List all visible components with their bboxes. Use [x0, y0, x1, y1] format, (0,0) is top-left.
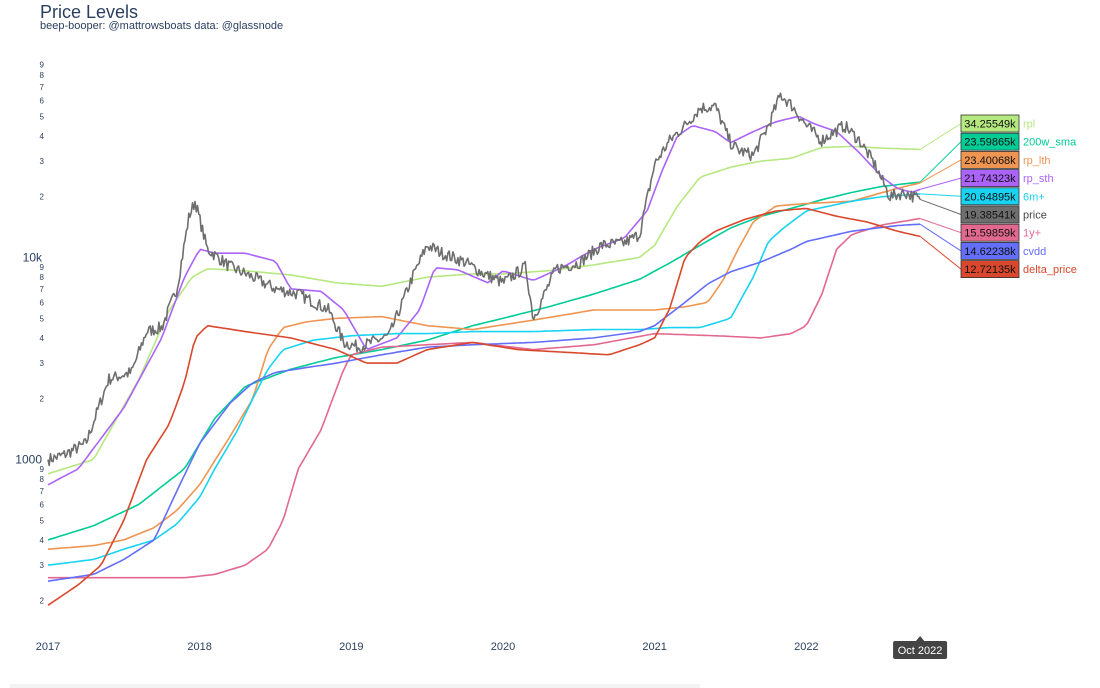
legend-value-badge — [960, 205, 1020, 224]
x-tick-label: 2017 — [36, 641, 60, 653]
y-tick-label: 2 — [40, 395, 45, 404]
hover-date-label: Oct 2022 — [898, 645, 943, 657]
chart-subtitle: beep-booper: @mattrowsboats data: @glass… — [40, 20, 284, 32]
legend-connector — [919, 236, 962, 270]
legend-value-badge — [960, 260, 1020, 279]
legend-value-text: 23.40068k — [964, 155, 1016, 167]
legend-value-badge — [960, 187, 1020, 206]
x-axis-ticks: 2017 2018 2019 2020 2021 2022 — [36, 641, 819, 653]
series-line-price — [47, 92, 921, 467]
y-tick-label: 2 — [40, 597, 45, 606]
legend-value-badge — [960, 241, 1020, 260]
y-tick-label: 6 — [40, 298, 45, 307]
legend-connector — [919, 218, 962, 234]
y-tick-label: 3 — [40, 561, 45, 570]
y-tick-label: 8 — [40, 475, 45, 484]
legend-series-name: rp_lth — [1023, 155, 1051, 167]
legend-value-text: 21.74323k — [964, 173, 1016, 185]
series-lines — [47, 92, 921, 606]
legend-item-200w_sma: 23.59865k 200w_sma — [919, 132, 1077, 183]
y-tick-label: 8 — [40, 71, 45, 80]
y-tick-label: 2 — [40, 193, 45, 202]
legend-series-name: 1y+ — [1023, 228, 1041, 240]
legend-item-rp_sth: 21.74323k rp_sth — [919, 169, 1054, 190]
legend-series-name: cvdd — [1023, 246, 1046, 258]
legend-value-badge — [960, 114, 1020, 133]
hover-label-box — [893, 641, 948, 659]
legend-value-text: 19.38541k — [964, 210, 1016, 222]
legend: 34.25549k rpl 23.59865k 200w_sma 23.40068k rp… — [919, 114, 1077, 279]
y-tick-label: 9 — [40, 61, 45, 70]
legend-value-badge — [960, 169, 1020, 188]
x-tick-label: 2019 — [339, 641, 363, 653]
series-line-rp_sth — [47, 116, 921, 486]
legend-connector — [919, 123, 962, 150]
y-tick-label: 6 — [40, 96, 45, 105]
legend-series-name: delta_price — [1023, 264, 1077, 276]
x-tick-label: 2022 — [794, 641, 818, 653]
legend-item-6m+: 20.64895k 6m+ — [920, 187, 1045, 206]
legend-series-name: rpl — [1023, 119, 1035, 131]
y-tick-label: 9 — [40, 465, 45, 474]
y-tick-label: 10k — [23, 251, 43, 265]
y-tick-label: 8 — [40, 273, 45, 282]
legend-value-badge — [960, 132, 1020, 151]
x-tick-label: 2018 — [187, 641, 211, 653]
legend-value-text: 15.59859k — [964, 228, 1016, 240]
x-tick-label: 2020 — [491, 641, 515, 653]
legend-value-text: 14.62238k — [964, 246, 1016, 258]
legend-series-name: 6m+ — [1023, 191, 1045, 203]
legend-item-rp_lth: 23.40068k rp_lth — [919, 150, 1051, 184]
legend-item-1y+: 15.59859k 1y+ — [919, 218, 1041, 242]
legend-item-rpl: 34.25549k rpl — [919, 114, 1035, 150]
y-tick-label: 3 — [40, 359, 45, 368]
legend-value-text: 34.25549k — [964, 119, 1016, 131]
hover-pointer — [915, 636, 926, 642]
legend-connector — [919, 223, 962, 252]
legend-value-badge — [960, 150, 1020, 169]
legend-series-name: 200w_sma — [1023, 137, 1077, 149]
legend-value-badge — [960, 223, 1020, 242]
legend-value-text: 23.59865k — [964, 137, 1016, 149]
y-tick-label: 1000 — [15, 453, 42, 467]
legend-connector — [919, 141, 962, 183]
legend-value-text: 20.64895k — [964, 191, 1016, 203]
y-tick-label: 6 — [40, 500, 45, 509]
y-tick-label: 5 — [40, 516, 45, 525]
hover-indicator: Oct 2022 — [893, 636, 948, 659]
legend-item-price: 19.38541k price — [919, 198, 1047, 224]
y-tick-label: 4 — [40, 334, 45, 343]
legend-connector — [920, 193, 962, 197]
legend-connector — [919, 177, 962, 190]
x-tick-label: 2021 — [642, 641, 666, 653]
y-tick-label: 7 — [40, 487, 45, 496]
y-tick-label: 4 — [40, 536, 45, 545]
series-line-6m+ — [47, 193, 921, 566]
y-tick-label: 9 — [40, 263, 45, 272]
legend-connector — [919, 198, 962, 215]
series-line-rp_lth — [47, 182, 921, 550]
series-line-200w_sma — [47, 181, 921, 541]
legend-connector — [919, 159, 962, 184]
horizontal-scrollbar[interactable] — [10, 684, 700, 688]
y-tick-label: 4 — [40, 132, 45, 141]
y-tick-label: 5 — [40, 314, 45, 323]
y-tick-label: 7 — [40, 83, 45, 92]
y-tick-label: 5 — [40, 112, 45, 121]
legend-value-text: 12.72135k — [964, 264, 1016, 276]
y-tick-label: 3 — [40, 157, 45, 166]
series-line-rpl — [47, 145, 921, 475]
legend-series-name: price — [1023, 210, 1047, 222]
legend-series-name: rp_sth — [1023, 173, 1054, 185]
legend-item-delta_price: 12.72135k delta_price — [919, 236, 1077, 279]
chart-title: Price Levels — [40, 2, 139, 22]
legend-item-cvdd: 14.62238k cvdd — [919, 223, 1046, 260]
series-line-delta_price — [47, 207, 921, 606]
y-tick-label: 7 — [40, 285, 45, 294]
